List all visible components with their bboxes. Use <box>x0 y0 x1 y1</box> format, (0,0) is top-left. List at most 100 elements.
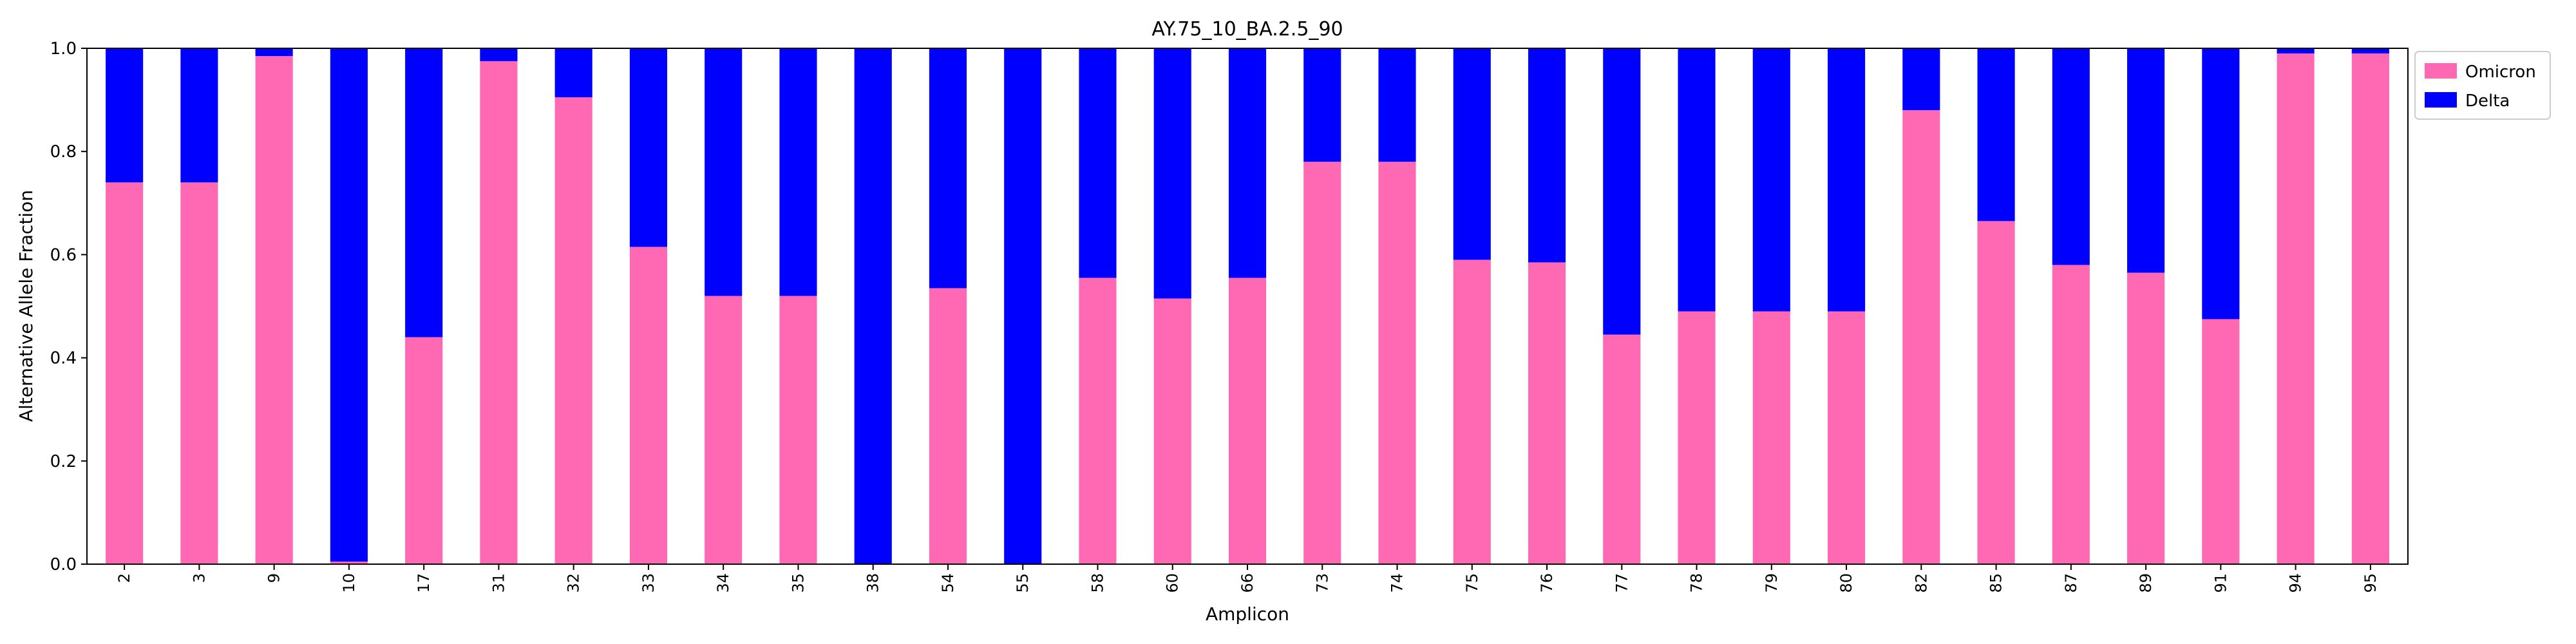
bar-omicron-32 <box>554 97 592 565</box>
bar-omicron-33 <box>629 247 667 564</box>
bar-omicron-76 <box>1528 262 1566 564</box>
x-axis: 2 3 9 10 17 31 32 33 34 35 38 54 55 58 60 66 73 74 75 76 77 7… <box>115 564 2380 593</box>
bar-omicron-91 <box>2202 319 2240 564</box>
bar-delta-54 <box>929 48 967 289</box>
x-tick-label-91: 91 <box>2211 573 2230 593</box>
bar-omicron-9 <box>255 56 293 564</box>
bar-delta-35 <box>779 48 817 296</box>
x-tick-label-2: 2 <box>115 573 133 583</box>
bar-omicron-66 <box>1228 278 1267 564</box>
bar-omicron-82 <box>1902 110 1940 564</box>
x-tick-label-38: 38 <box>864 573 882 593</box>
bar-delta-87 <box>2052 48 2090 265</box>
x-tick-label-85: 85 <box>1987 573 2005 593</box>
x-tick-label-34: 34 <box>714 573 732 593</box>
x-tick-label-17: 17 <box>415 573 433 593</box>
bar-delta-75 <box>1453 48 1491 260</box>
y-tick-label-4: 0.8 <box>50 142 77 162</box>
bar-delta-34 <box>705 48 743 296</box>
bar-delta-55 <box>1004 48 1042 564</box>
x-axis-label: Amplicon <box>1206 603 1289 625</box>
x-tick-label-31: 31 <box>489 573 507 593</box>
x-tick-label-76: 76 <box>1538 573 1556 593</box>
bar-delta-77 <box>1603 48 1641 335</box>
x-tick-label-10: 10 <box>340 573 358 593</box>
chart-title: AY.75_10_BA.2.5_90 <box>1151 18 1343 41</box>
bar-delta-32 <box>554 48 592 98</box>
bar-omicron-94 <box>2277 53 2315 564</box>
x-tick-label-75: 75 <box>1463 573 1481 593</box>
bar-delta-38 <box>854 48 892 564</box>
bars-layer <box>106 48 2389 565</box>
bar-delta-95 <box>2351 48 2389 54</box>
y-axis-label: Alternative Allele Fraction <box>15 190 37 422</box>
legend: Omicron Delta <box>2414 51 2551 120</box>
bar-delta-82 <box>1902 48 1940 111</box>
x-tick-label-55: 55 <box>1014 573 1032 593</box>
x-tick-label-77: 77 <box>1613 573 1631 593</box>
bar-omicron-87 <box>2052 265 2090 564</box>
x-tick-label-35: 35 <box>789 573 807 593</box>
bar-omicron-75 <box>1453 260 1491 564</box>
bar-omicron-85 <box>1977 221 2015 565</box>
bar-delta-78 <box>1678 48 1716 312</box>
bar-delta-74 <box>1378 48 1416 162</box>
bar-delta-76 <box>1528 48 1566 263</box>
bar-delta-10 <box>330 48 368 562</box>
bar-omicron-74 <box>1378 162 1416 565</box>
x-tick-label-79: 79 <box>1763 573 1781 593</box>
y-tick-label-5: 1.0 <box>50 39 77 59</box>
legend-swatch-delta <box>2425 92 2457 108</box>
x-tick-label-54: 54 <box>939 573 957 593</box>
legend-label-omicron: Omicron <box>2465 62 2536 82</box>
bar-omicron-10 <box>330 562 368 564</box>
x-tick-label-3: 3 <box>190 573 208 583</box>
legend-label-delta: Delta <box>2465 91 2510 111</box>
bar-delta-80 <box>1828 48 1866 312</box>
bar-omicron-17 <box>405 337 443 564</box>
x-tick-label-60: 60 <box>1164 573 1182 593</box>
bar-omicron-95 <box>2351 53 2389 564</box>
y-tick-label-3: 0.6 <box>50 245 77 265</box>
bar-delta-66 <box>1228 48 1267 278</box>
x-tick-label-82: 82 <box>1912 573 1930 593</box>
bar-delta-85 <box>1977 48 2015 222</box>
x-tick-label-78: 78 <box>1688 573 1706 593</box>
y-tick-label-2: 0.4 <box>50 349 77 368</box>
bar-omicron-80 <box>1828 311 1866 564</box>
y-tick-label-0: 0.0 <box>50 555 77 574</box>
y-tick-label-1: 0.2 <box>50 452 77 471</box>
bar-omicron-3 <box>180 182 218 564</box>
bar-omicron-2 <box>106 182 144 564</box>
x-tick-label-73: 73 <box>1313 573 1331 593</box>
x-tick-label-95: 95 <box>2362 573 2380 593</box>
x-tick-label-58: 58 <box>1088 573 1106 593</box>
x-tick-label-33: 33 <box>639 573 658 593</box>
bar-omicron-79 <box>1752 311 1790 564</box>
bar-omicron-77 <box>1603 334 1641 564</box>
bar-delta-17 <box>405 48 443 337</box>
bar-delta-89 <box>2127 48 2165 273</box>
x-tick-label-66: 66 <box>1238 573 1256 593</box>
bar-delta-91 <box>2202 48 2240 319</box>
bar-omicron-31 <box>480 61 518 564</box>
bar-delta-9 <box>255 48 293 57</box>
bar-omicron-73 <box>1303 162 1341 565</box>
bar-omicron-54 <box>929 288 967 564</box>
bar-delta-2 <box>106 48 144 183</box>
x-tick-label-74: 74 <box>1388 573 1406 593</box>
bar-delta-3 <box>180 48 218 183</box>
bar-omicron-78 <box>1678 311 1716 564</box>
bar-delta-58 <box>1079 48 1117 278</box>
bar-omicron-34 <box>705 296 743 564</box>
bar-omicron-89 <box>2127 272 2165 564</box>
x-tick-label-87: 87 <box>2062 573 2080 593</box>
bar-omicron-60 <box>1153 298 1191 564</box>
x-tick-label-32: 32 <box>565 573 583 593</box>
x-tick-label-9: 9 <box>265 573 283 583</box>
x-tick-label-80: 80 <box>1837 573 1855 593</box>
bar-delta-31 <box>480 48 518 62</box>
